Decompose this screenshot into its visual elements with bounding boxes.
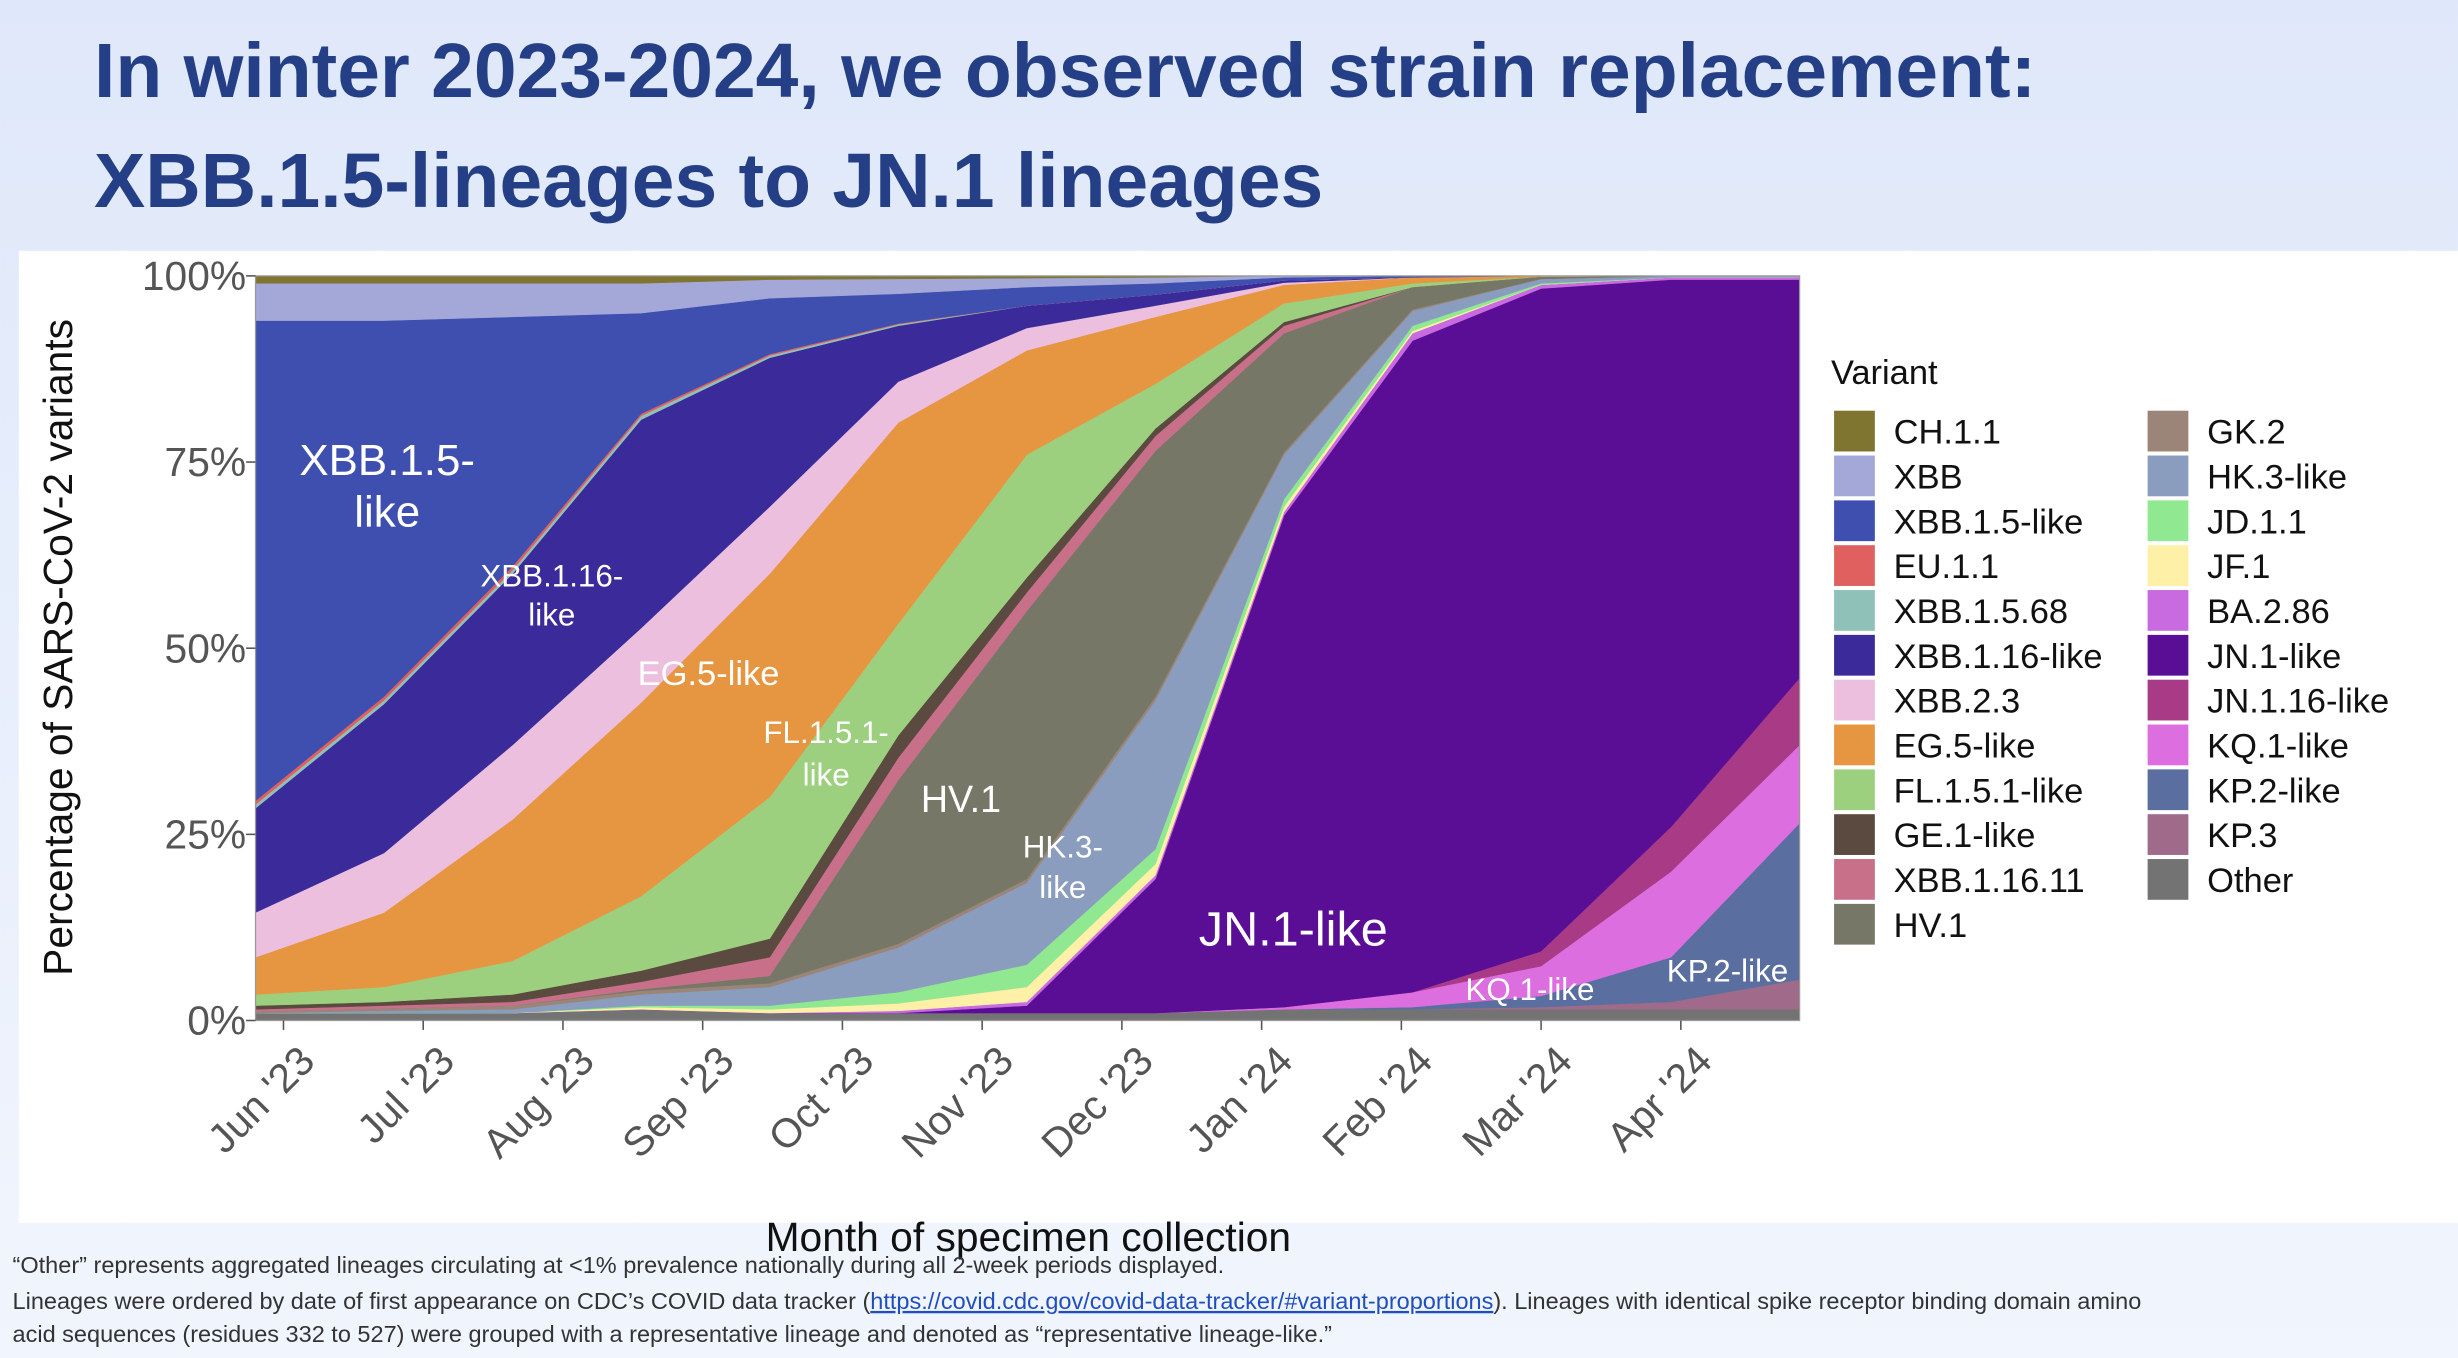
legend-swatch [1834, 903, 1875, 945]
legend-swatch [1834, 769, 1875, 811]
legend-label: JF.1 [2207, 548, 2270, 586]
y-tick-label: 25% [165, 811, 247, 857]
legend-swatch [1834, 814, 1875, 855]
area-label: like [528, 597, 575, 632]
y-tick-label: 75% [165, 439, 247, 485]
legend-swatch [1834, 859, 1875, 900]
footnote-text: Lineages were ordered by date of first a… [13, 1288, 871, 1314]
legend-label: XBB.2.3 [1894, 683, 2020, 721]
x-axis-title: Month of specimen collection [766, 1214, 1291, 1260]
legend-swatch [1834, 545, 1875, 586]
legend-swatch [2147, 769, 2189, 811]
title-line: XBB.1.5-lineages to JN.1 lineages [94, 138, 1323, 224]
footnote: Lineages were ordered by date of first a… [13, 1288, 2142, 1314]
legend-swatch [2147, 545, 2189, 586]
legend-label: XBB [1894, 458, 1963, 496]
area-label: EG.5-like [638, 655, 780, 693]
legend-label: CH.1.1 [1894, 414, 2001, 452]
legend-label: KP.2-like [2207, 772, 2340, 810]
legend-label: XBB.1.16-like [1894, 638, 2103, 676]
area-label: like [1039, 870, 1086, 905]
legend-swatch [2147, 410, 2189, 452]
legend-label: EU.1.1 [1894, 548, 1999, 586]
legend-label: JD.1.1 [2207, 503, 2307, 541]
area-label: JN.1-like [1199, 902, 1388, 956]
legend-swatch [1834, 410, 1875, 452]
legend-swatch [1834, 500, 1875, 542]
area-label: like [354, 488, 420, 537]
legend-swatch [2147, 455, 2189, 497]
legend-swatch [2147, 859, 2189, 900]
legend-label: Other [2207, 862, 2293, 900]
legend-swatch [1834, 455, 1875, 497]
legend-label: BA.2.86 [2207, 593, 2330, 631]
title-line: In winter 2023-2024, we observed strain … [94, 28, 2036, 114]
area-label: FL.1.5.1- [763, 715, 888, 750]
legend-title: Variant [1831, 354, 1938, 392]
legend-label: FL.1.5.1-like [1894, 772, 2084, 810]
legend-label: EG.5-like [1894, 727, 2036, 765]
legend-swatch [2147, 814, 2189, 855]
legend-swatch [1834, 724, 1875, 766]
legend-label: KP.3 [2207, 817, 2277, 855]
legend-swatch [1834, 679, 1875, 721]
legend-label: GK.2 [2207, 414, 2286, 452]
legend-label: GE.1-like [1894, 817, 2036, 855]
footnote-text: ). Lineages with identical spike recepto… [1493, 1288, 2141, 1314]
area-label: HK.3- [1023, 829, 1103, 864]
legend-swatch [2147, 724, 2189, 766]
legend-swatch [2147, 634, 2189, 676]
plot: 0%25%50%75%100%Jun '23 Jul '23 Aug '23 Sep … [142, 253, 2389, 1167]
footnote: acid sequences (residues 332 to 527) wer… [13, 1321, 1332, 1347]
y-axis-title: Percentage of SARS-CoV-2 variants [35, 319, 81, 976]
legend-label: HK.3-like [2207, 458, 2347, 496]
legend-label: JN.1-like [2207, 638, 2341, 676]
legend-swatch [2147, 590, 2189, 631]
footnote-link[interactable]: https://covid.cdc.gov/covid-data-tracker… [870, 1288, 1493, 1314]
legend-label: XBB.1.5.68 [1894, 593, 2068, 631]
legend-swatch [2147, 679, 2189, 721]
legend-label: KQ.1-like [2207, 727, 2349, 765]
y-tick-label: 0% [187, 998, 246, 1044]
area-label: XBB.1.16- [480, 558, 623, 593]
area-label: like [803, 757, 850, 792]
legend-label: HV.1 [1894, 907, 1967, 945]
y-tick-label: 50% [165, 625, 247, 671]
legend-swatch [2147, 500, 2189, 542]
area-label: XBB.1.5- [299, 436, 475, 485]
area-label: KP.2-like [1667, 953, 1788, 988]
legend-label: XBB.1.16.11 [1894, 862, 2085, 900]
legend-label: JN.1.16-like [2207, 683, 2389, 721]
footnote: “Other” represents aggregated lineages c… [13, 1252, 1225, 1278]
y-tick-label: 100% [142, 253, 246, 299]
area-label: KQ.1-like [1466, 972, 1595, 1007]
legend-label: XBB.1.5-like [1894, 503, 2084, 541]
legend-swatch [1834, 590, 1875, 631]
legend-swatch [1834, 634, 1875, 676]
area-label: HV.1 [921, 778, 1001, 820]
